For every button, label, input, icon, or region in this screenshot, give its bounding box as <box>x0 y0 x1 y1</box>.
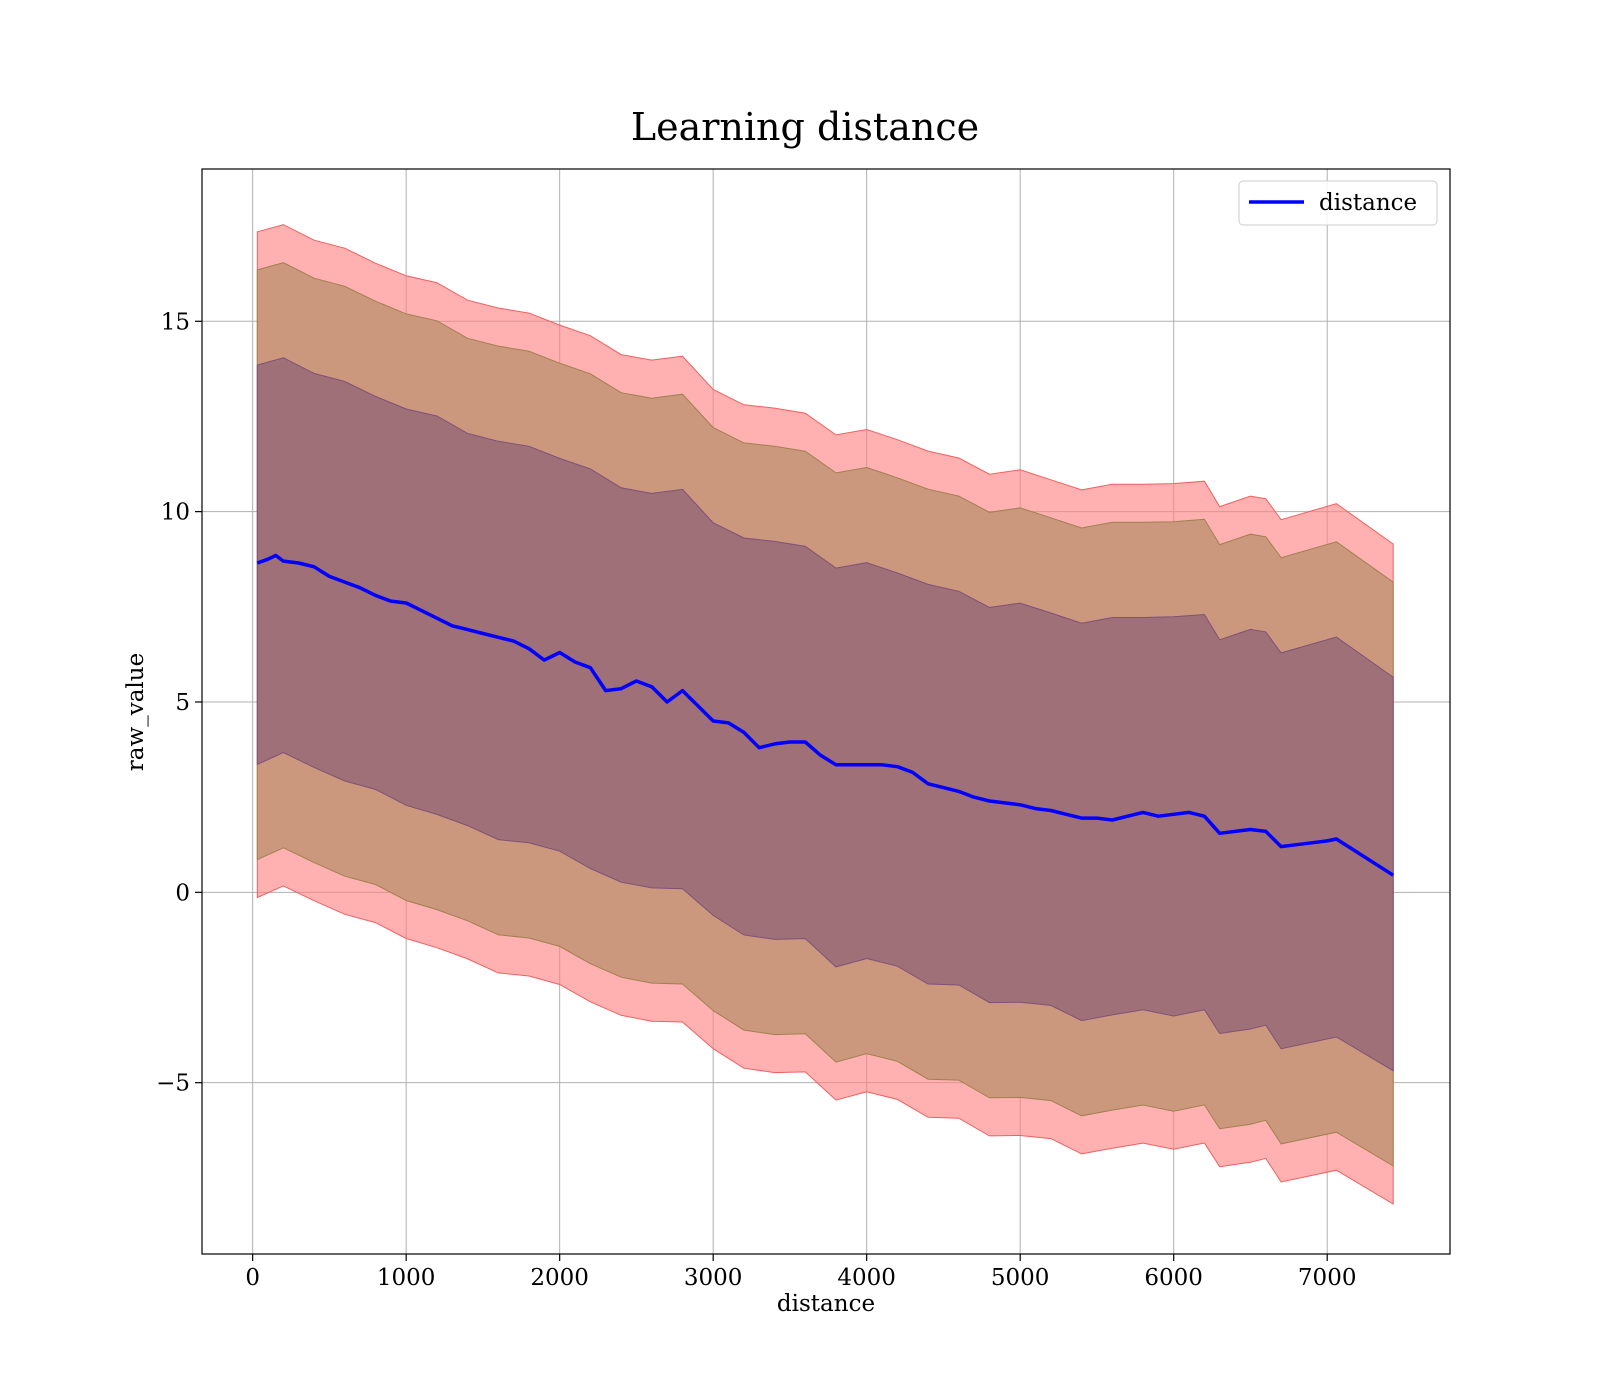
legend: distance <box>1238 180 1438 226</box>
x-tick-label: 4000 <box>837 1265 896 1291</box>
y-tick-label: 10 <box>161 500 190 526</box>
y-tick-label: −5 <box>156 1071 190 1097</box>
x-ticks: 0 1000 2000 3000 4000 5000 6000 7000 <box>245 1254 1356 1291</box>
band-inner <box>256 357 1394 1072</box>
legend-label: distance <box>1319 190 1417 216</box>
x-tick-label: 2000 <box>530 1265 589 1291</box>
x-tick-label: 5000 <box>991 1265 1050 1291</box>
chart-title: Learning distance <box>631 105 979 149</box>
plot-frame <box>201 168 1451 1255</box>
series-line-distance <box>256 553 1395 877</box>
x-axis-label: distance <box>777 1291 875 1317</box>
x-tick-label: 1000 <box>377 1265 436 1291</box>
y-ticks: −5 0 5 10 15 <box>156 309 202 1097</box>
y-tick-label: 0 <box>175 880 190 906</box>
bands <box>256 224 1394 1205</box>
y-axis-label: raw_value <box>123 653 149 771</box>
x-tick-label: 3000 <box>684 1265 743 1291</box>
y-tick-label: 15 <box>161 309 190 335</box>
legend-box <box>1238 180 1438 226</box>
line-layer <box>256 553 1395 877</box>
x-tick-label: 0 <box>245 1265 260 1291</box>
x-tick-label: 7000 <box>1298 1265 1357 1291</box>
x-tick-label: 6000 <box>1144 1265 1203 1291</box>
y-tick-label: 5 <box>175 690 190 716</box>
